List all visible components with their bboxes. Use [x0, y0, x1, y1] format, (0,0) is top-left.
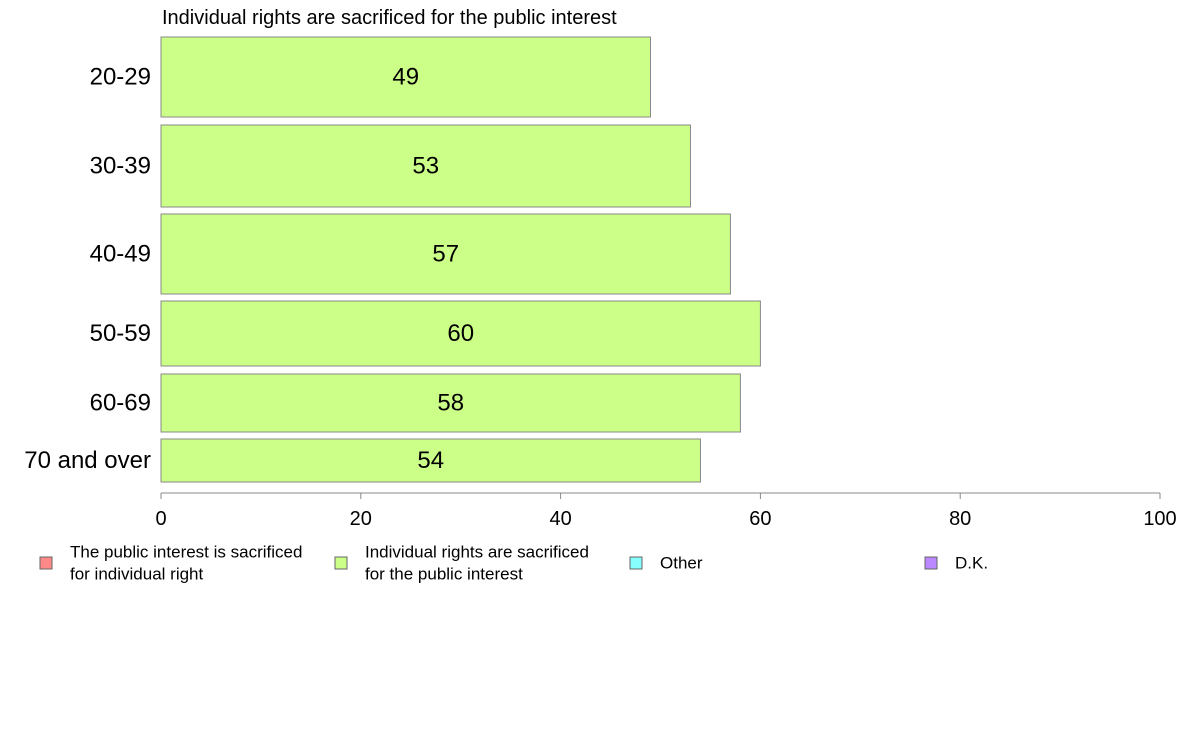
- legend-item: Other: [629, 554, 703, 573]
- legend: The public interest is sacrificed for ind…: [39, 543, 988, 584]
- category-label: 30-39: [90, 153, 151, 180]
- legend-swatch: [334, 556, 348, 570]
- x-tick-label: 0: [155, 508, 166, 530]
- bar-50-59: [160, 300, 761, 367]
- x-tick-label: 40: [549, 508, 571, 530]
- data-label: 53: [412, 153, 439, 180]
- legend-swatch: [629, 556, 643, 570]
- x-axis: 0 20 40 60 80 100: [155, 492, 1177, 530]
- legend-label: Individual rights are sacrificed: [365, 543, 589, 562]
- legend-swatch: [924, 556, 938, 570]
- x-tick-label: 80: [949, 508, 971, 530]
- category-label: 50-59: [90, 320, 151, 347]
- legend-label: for individual right: [70, 565, 204, 584]
- legend-swatch: [39, 556, 53, 570]
- bars-layer: [160, 36, 761, 483]
- bar-30-39: [160, 124, 691, 208]
- legend-label: D.K.: [955, 554, 988, 573]
- bar-70-and-over: [160, 438, 701, 483]
- category-label: 70 and over: [24, 447, 151, 474]
- legend-label: for the public interest: [365, 565, 523, 584]
- data-label: 49: [392, 64, 419, 91]
- data-label: 54: [417, 447, 444, 474]
- data-label: 58: [437, 390, 464, 417]
- legend-item: The public interest is sacrificed for ind…: [39, 543, 302, 584]
- data-label: 57: [432, 241, 459, 268]
- data-label: 60: [447, 320, 474, 347]
- legend-label: Other: [660, 554, 703, 573]
- x-tick-label: 20: [350, 508, 372, 530]
- category-label: 20-29: [90, 64, 151, 91]
- chart-title: Individual rights are sacrificed for the…: [162, 7, 617, 29]
- category-label: 60-69: [90, 390, 151, 417]
- x-tick-label: 60: [749, 508, 771, 530]
- x-tick-label: 100: [1143, 508, 1176, 530]
- bar-60-69: [160, 373, 741, 433]
- legend-item: D.K.: [924, 554, 988, 573]
- legend-label: The public interest is sacrificed: [70, 543, 302, 562]
- value-labels-layer: 49 53 57 60 58 54: [392, 64, 474, 475]
- category-label: 40-49: [90, 241, 151, 268]
- category-labels-layer: 20-29 30-39 40-49 50-59 60-69 70 and over: [24, 64, 151, 475]
- legend-item: Individual rights are sacrificed for the …: [334, 543, 589, 584]
- bar-40-49: [160, 213, 731, 295]
- bar-20-29: [160, 36, 652, 118]
